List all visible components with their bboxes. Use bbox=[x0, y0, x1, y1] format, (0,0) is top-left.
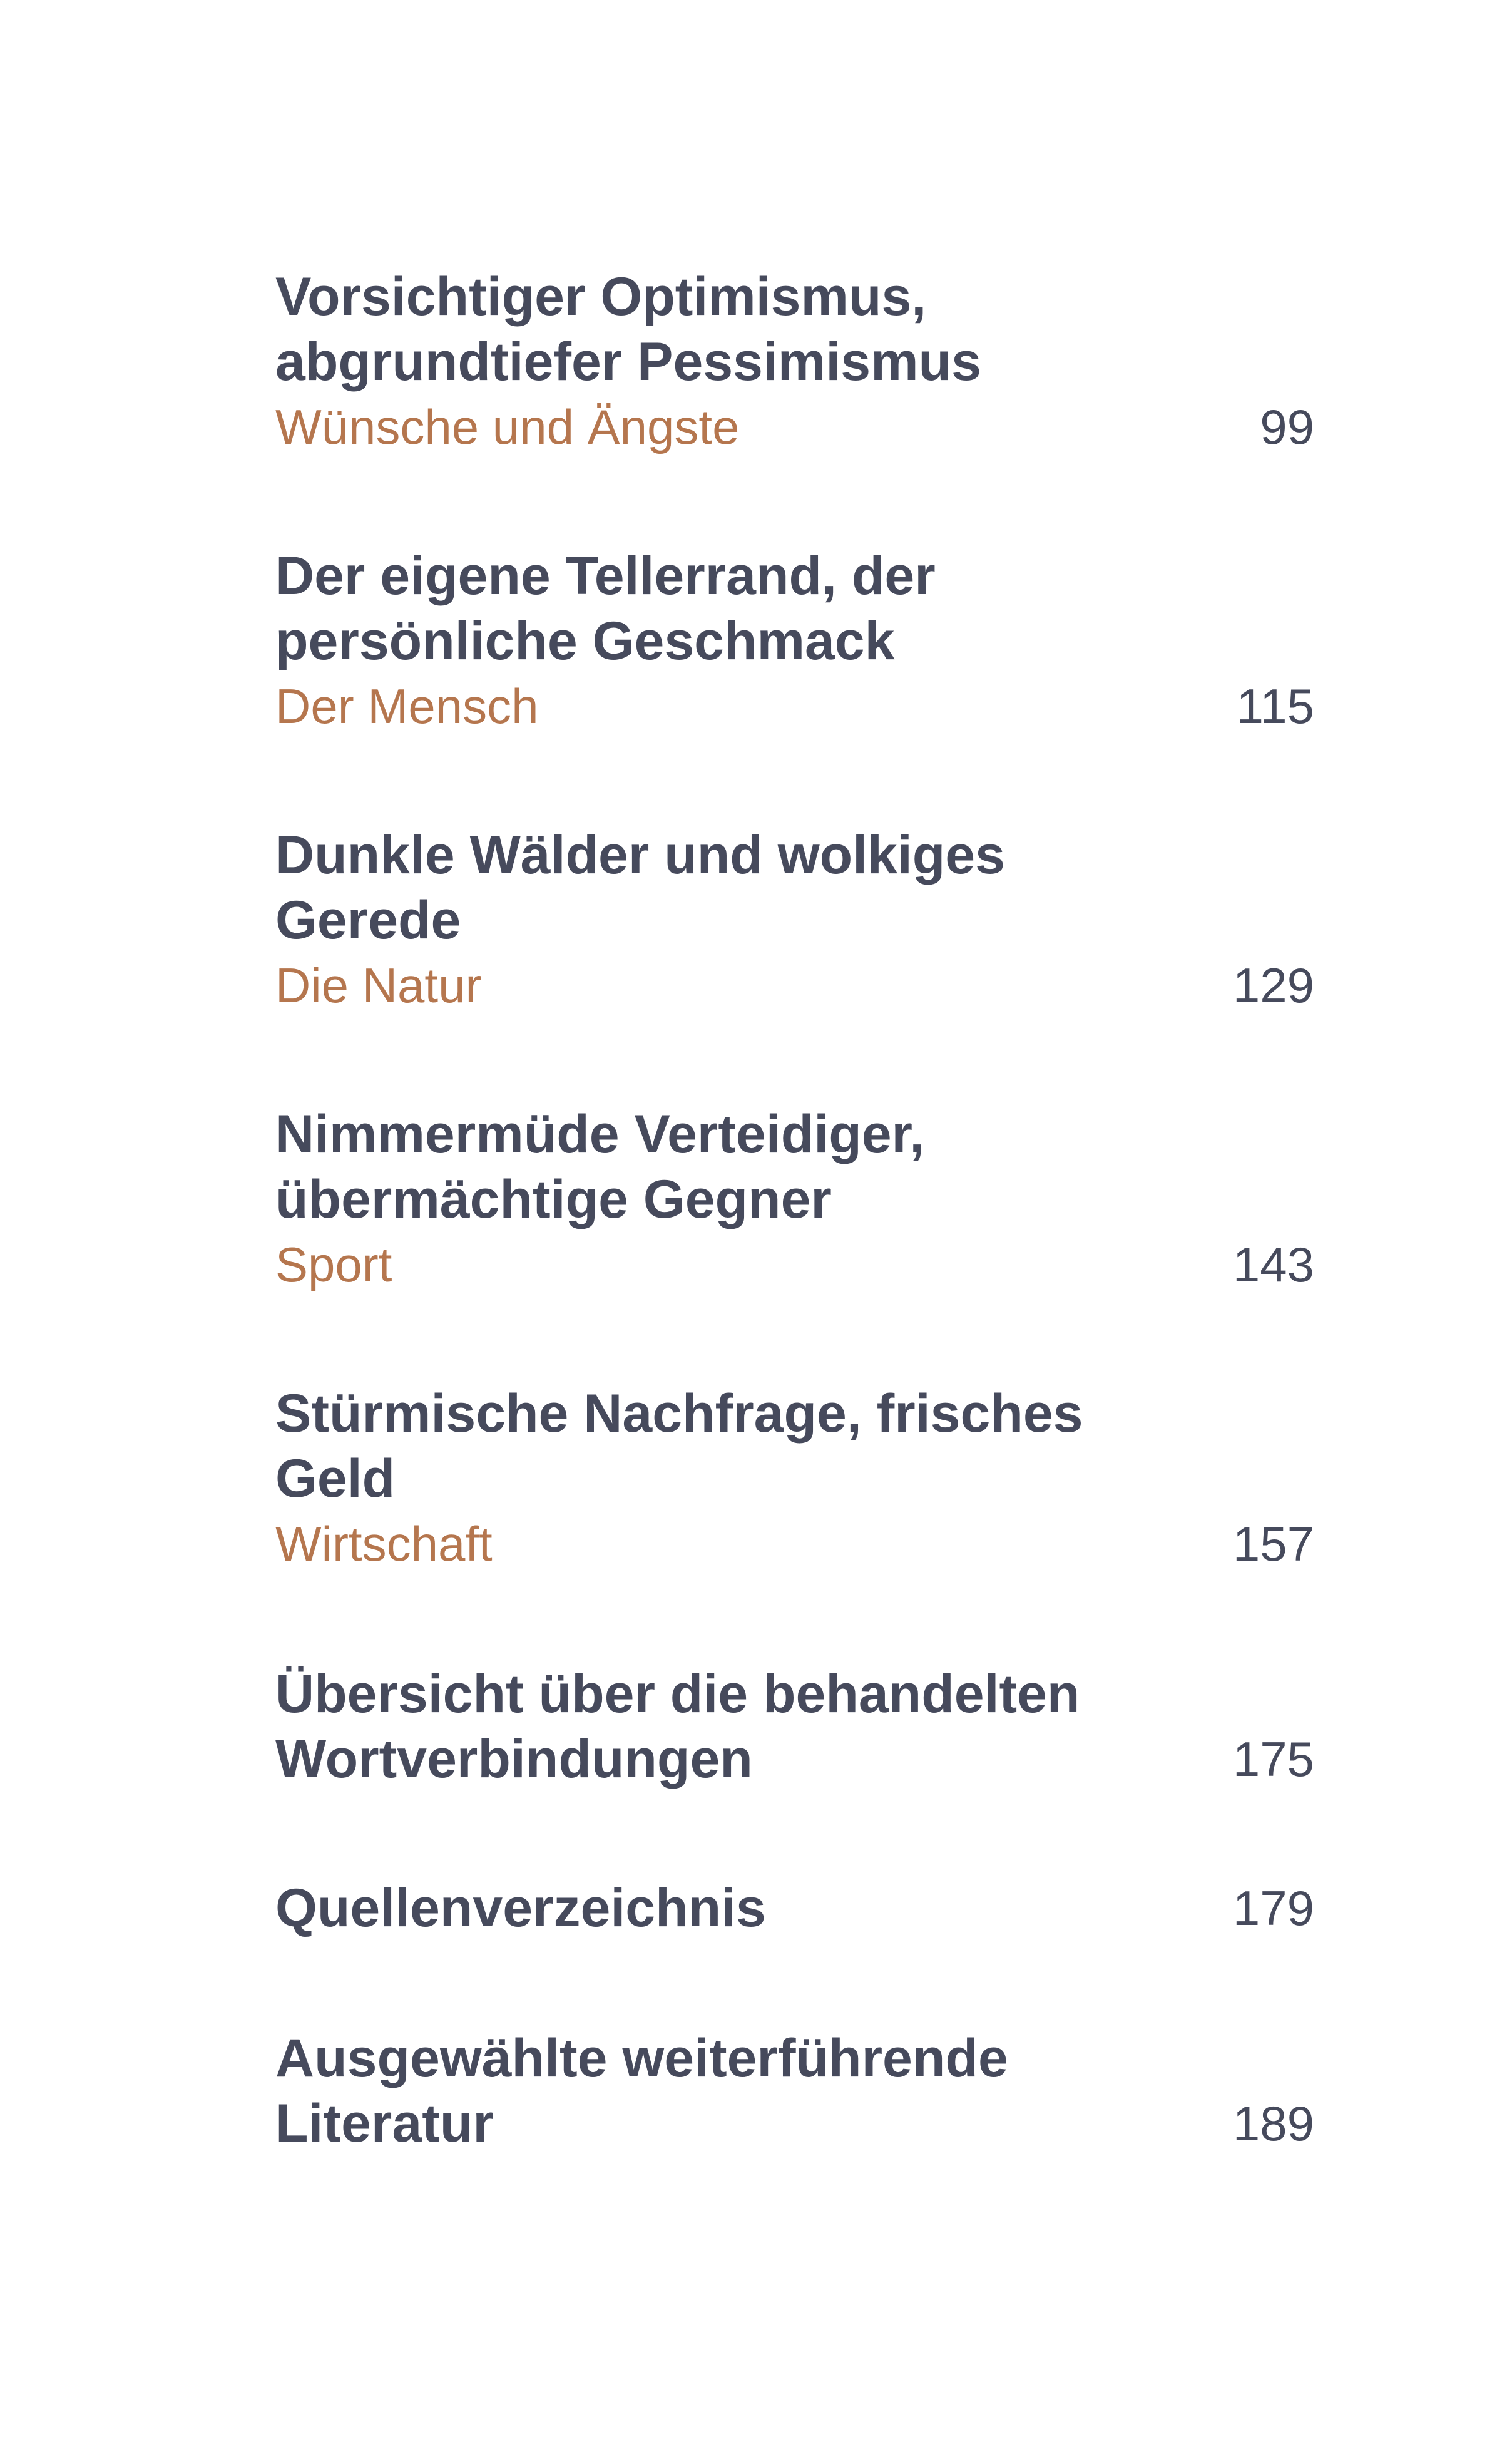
toc-entry-title: Der eigene Tellerrand, der persönliche G… bbox=[275, 546, 936, 671]
toc-entry: Dunkle Wälder und wolkiges Gerede Die Na… bbox=[275, 823, 1314, 1018]
toc-entry: Stürmische Nachfrage, frisches Geld Wirt… bbox=[275, 1381, 1314, 1576]
toc-entry-title: Vorsichtiger Optimismus, abgrundtiefer P… bbox=[275, 267, 981, 392]
table-of-contents: Vorsichtiger Optimismus, abgrundtiefer P… bbox=[275, 0, 1314, 2464]
toc-entry: Vorsichtiger Optimismus, abgrundtiefer P… bbox=[275, 264, 1314, 459]
toc-page-number: 129 bbox=[1232, 958, 1314, 1013]
toc-entry-title: Stürmische Nachfrage, frisches Geld bbox=[275, 1383, 1083, 1509]
toc-entry: Ausgewählte weiterführende Literatur 189 bbox=[275, 2026, 1314, 2156]
toc-entry-title: Quellenverzeichnis bbox=[275, 1878, 766, 1938]
toc-entry-subtitle: Wünsche und Ängste bbox=[275, 399, 740, 454]
toc-entry-subtitle: Der Mensch bbox=[275, 679, 539, 734]
toc-entry: Der eigene Tellerrand, der persönliche G… bbox=[275, 543, 1314, 739]
toc-entry-title: Übersicht über die behandelten Wortverbi… bbox=[275, 1664, 1080, 1789]
toc-entry: Übersicht über die behandelten Wortverbi… bbox=[275, 1661, 1314, 1792]
toc-entry-subtitle: Wirtschaft bbox=[275, 1516, 493, 1571]
toc-page-number: 189 bbox=[1232, 2096, 1314, 2151]
toc-entry-subtitle: Sport bbox=[275, 1237, 392, 1292]
toc-page-number: 99 bbox=[1260, 399, 1314, 454]
toc-entry: Quellenverzeichnis 179 bbox=[275, 1876, 1314, 1941]
toc-page-number: 115 bbox=[1236, 679, 1314, 734]
toc-page-number: 157 bbox=[1232, 1516, 1314, 1571]
toc-entry-subtitle: Die Natur bbox=[275, 958, 482, 1013]
toc-page-number: 175 bbox=[1232, 1732, 1314, 1787]
toc-entry-title: Nimmermüde Verteidiger, übermächtige Geg… bbox=[275, 1104, 925, 1229]
toc-entry-title: Dunkle Wälder und wolkiges Gerede bbox=[275, 825, 1005, 950]
toc-page-number: 179 bbox=[1232, 1881, 1314, 1936]
toc-entry: Nimmermüde Verteidiger, übermächtige Geg… bbox=[275, 1102, 1314, 1297]
toc-page-number: 143 bbox=[1232, 1237, 1314, 1292]
toc-entry-title: Ausgewählte weiterführende Literatur bbox=[275, 2028, 1008, 2153]
